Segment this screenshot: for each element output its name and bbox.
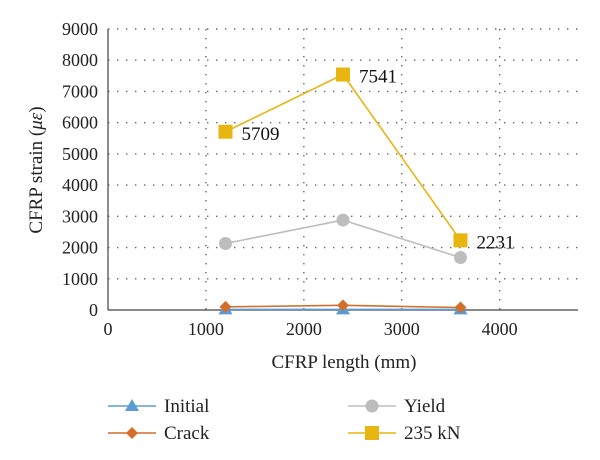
- data-point-yield: [219, 236, 232, 250]
- legend-marker: [365, 426, 379, 440]
- x-tick-label: 3000: [384, 319, 420, 339]
- data-label: 5709: [242, 124, 280, 145]
- y-axis-title-unit: με: [26, 112, 47, 131]
- axes: 0 1000 2000 3000 4000 5000 6000 7000 8000 9000 0 10…: [62, 19, 578, 339]
- legend-label: Yield: [404, 396, 446, 417]
- y-tick-label: 9000: [62, 19, 98, 39]
- series-crack: [219, 299, 467, 314]
- data-labels: 5709 7541 2231: [242, 67, 515, 254]
- y-tick-label: 8000: [62, 50, 98, 70]
- y-axis-title-suffix: ): [26, 106, 47, 112]
- legend-item-yield: Yield: [348, 396, 446, 417]
- data-label: 7541: [359, 67, 397, 88]
- legend-label: 235 kN: [404, 423, 461, 444]
- data-label: 2231: [477, 232, 515, 253]
- data-point-yield: [336, 213, 350, 227]
- data-point-235-kn: [218, 124, 233, 139]
- legend-marker: [125, 399, 139, 411]
- data-point-235-kn: [336, 67, 350, 82]
- legend-label: Crack: [164, 423, 210, 444]
- data-point-crack: [454, 301, 467, 314]
- y-tick-label: 2000: [62, 238, 98, 258]
- legend-item-initial: Initial: [108, 396, 209, 417]
- data-point-235-kn: [453, 233, 468, 248]
- x-tick-label: 1000: [188, 319, 224, 339]
- y-tick-label: 7000: [62, 81, 98, 101]
- y-tick-label: 1000: [62, 269, 98, 289]
- series-235-kn: [218, 67, 468, 248]
- legend-label: Initial: [164, 396, 209, 417]
- y-tick-label: 5000: [62, 144, 98, 164]
- legend-item-crack: Crack: [108, 423, 210, 444]
- x-tick-label: 2000: [286, 319, 322, 339]
- y-axis-title: CFRP strain (με): [26, 106, 47, 233]
- legend-item-235-kn: 235 kN: [348, 423, 461, 444]
- series-group: [218, 67, 468, 315]
- legend: Initial Crack Yield 235 kN: [108, 396, 461, 444]
- data-point-yield: [454, 251, 467, 265]
- y-tick-label: 6000: [62, 113, 98, 133]
- series-yield: [219, 213, 467, 265]
- data-point-crack: [219, 300, 232, 313]
- y-tick-label: 4000: [62, 175, 98, 195]
- y-tick-label: 3000: [62, 206, 98, 226]
- legend-marker: [126, 427, 138, 439]
- data-point-crack: [337, 299, 349, 312]
- x-tick-label: 4000: [482, 319, 518, 339]
- legend-marker: [365, 399, 379, 413]
- y-tick-label: 0: [89, 300, 98, 320]
- y-axis-title-prefix: CFRP strain (: [26, 130, 47, 234]
- x-tick-label: 0: [104, 319, 113, 339]
- x-axis-title: CFRP length (mm): [272, 352, 417, 373]
